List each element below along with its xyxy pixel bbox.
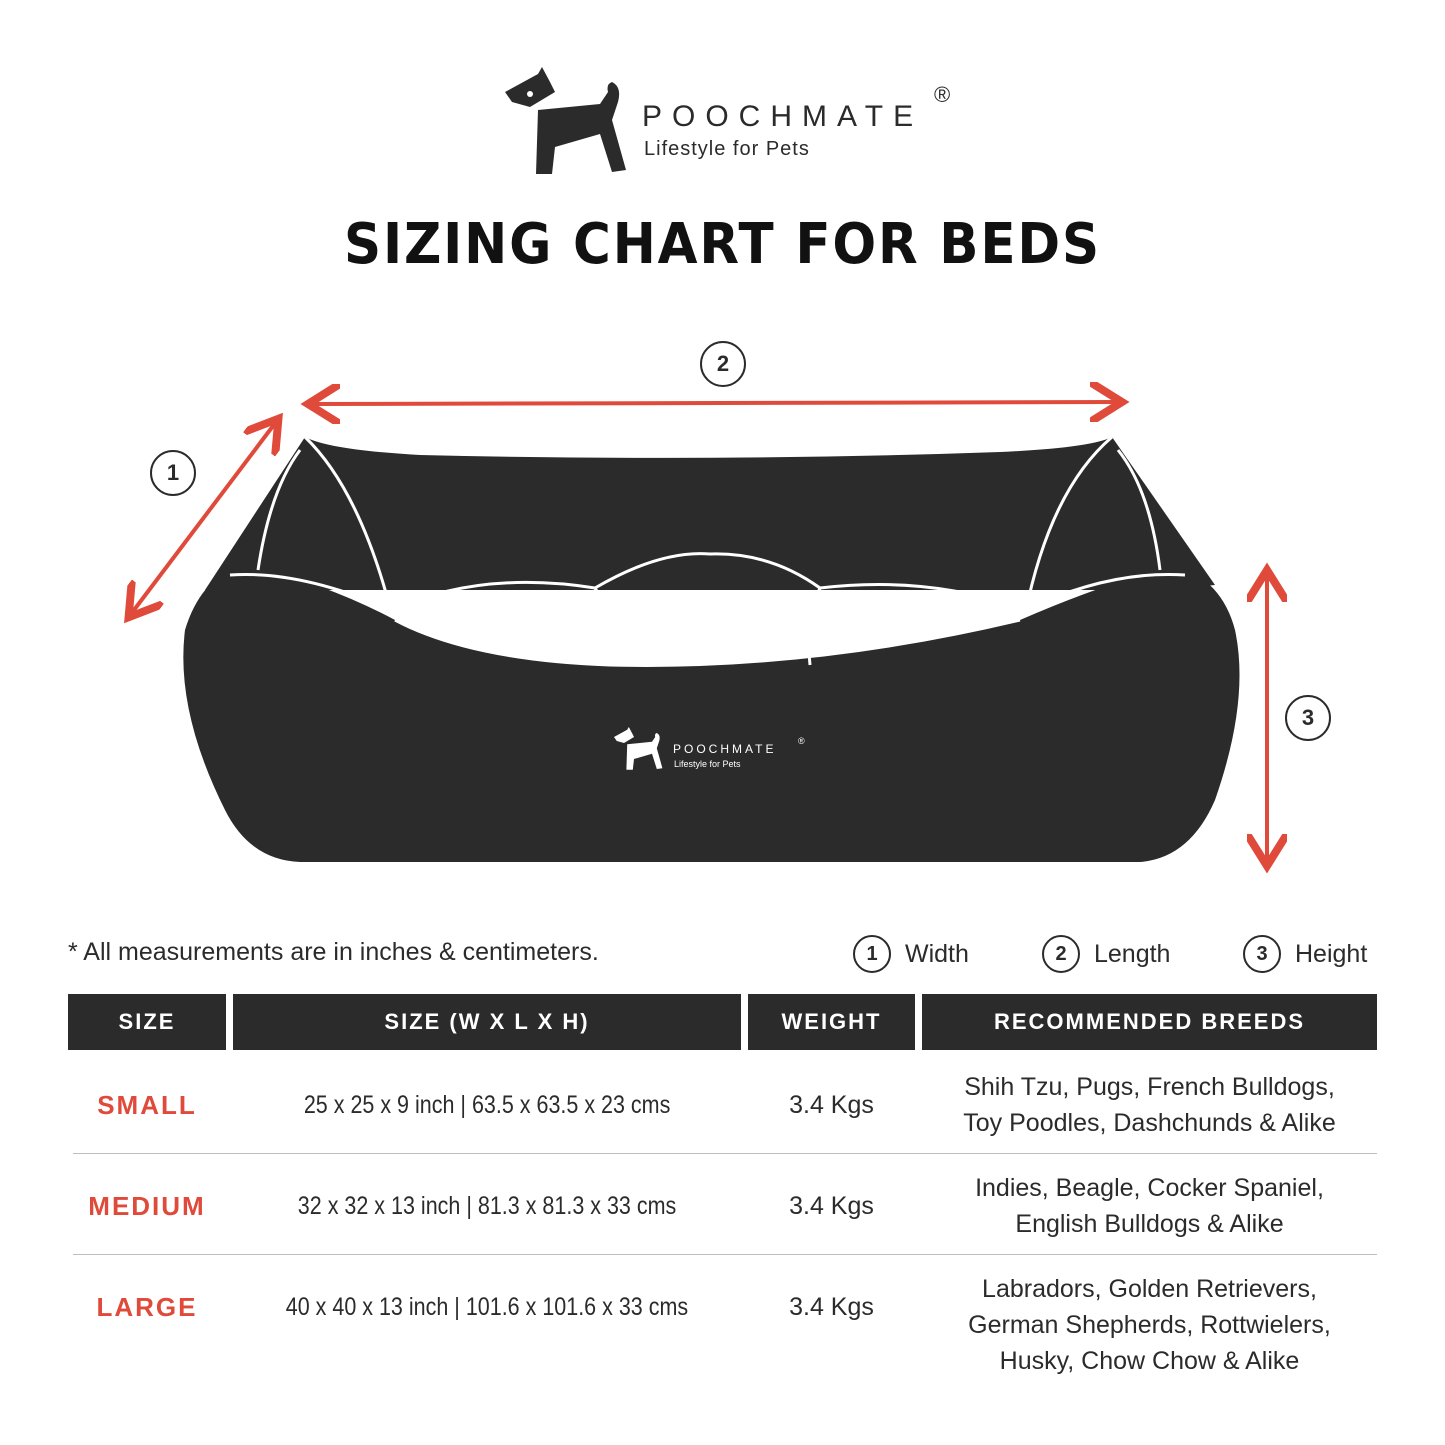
- width-arrow: [131, 422, 276, 614]
- bed-logo-icon: [614, 727, 663, 770]
- length-arrow: [312, 402, 1118, 404]
- bed-back: [205, 437, 1215, 590]
- row-divider: [73, 1254, 1377, 1255]
- marker-length: 2: [700, 341, 746, 387]
- header-weight: WEIGHT: [748, 994, 915, 1050]
- measurement-note: * All measurements are in inches & centi…: [68, 938, 599, 966]
- bed-body: [183, 565, 1240, 862]
- brand-tagline: Lifestyle for Pets: [644, 138, 810, 160]
- row-small-size: SMALL: [97, 1090, 197, 1120]
- header-breeds: RECOMMENDED BREEDS: [922, 994, 1377, 1050]
- row-large-dims: 40 x 40 x 13 inch | 101.6 x 101.6 x 33 c…: [285, 1293, 689, 1321]
- legend-length: 2 Length: [1042, 935, 1170, 973]
- row-medium-weight: 3.4 Kgs: [789, 1192, 874, 1220]
- row-small-dims: 25 x 25 x 9 inch | 63.5 x 63.5 x 23 cms: [303, 1091, 671, 1119]
- registered-mark: ®: [934, 82, 951, 107]
- bed-logo-tagline: Lifestyle for Pets: [674, 759, 741, 769]
- row-medium-dims: 32 x 32 x 13 inch | 81.3 x 81.3 x 33 cms: [297, 1192, 677, 1220]
- row-medium-size: MEDIUM: [88, 1191, 206, 1221]
- bed-diagram: POOCHMATE ® Lifestyle for Pets: [0, 330, 1445, 890]
- row-divider: [73, 1153, 1377, 1154]
- dog-logo-icon: [505, 67, 626, 174]
- legend-height: 3 Height: [1243, 935, 1367, 973]
- header-dimensions: SIZE (W X L X H): [233, 994, 741, 1050]
- header-size: SIZE: [68, 994, 226, 1050]
- marker-height: 3: [1285, 695, 1331, 741]
- row-small-weight: 3.4 Kgs: [789, 1091, 874, 1119]
- marker-width: 1: [150, 450, 196, 496]
- brand-name: POOCHMATE: [642, 100, 924, 133]
- row-small-breeds: Shih Tzu, Pugs, French Bulldogs, Toy Pood…: [963, 1073, 1336, 1137]
- bed-logo-name: POOCHMATE: [673, 742, 776, 756]
- row-large-weight: 3.4 Kgs: [789, 1293, 874, 1321]
- row-large-breeds: Labradors, Golden Retrievers, German Shep…: [968, 1275, 1331, 1375]
- legend-width: 1 Width: [853, 935, 969, 973]
- bed-logo-registered: ®: [798, 736, 805, 746]
- row-medium-breeds: Indies, Beagle, Cocker Spaniel, English B…: [975, 1174, 1324, 1238]
- page-title: SIZING CHART FOR BEDS: [344, 212, 1101, 277]
- row-large-size: LARGE: [96, 1292, 198, 1322]
